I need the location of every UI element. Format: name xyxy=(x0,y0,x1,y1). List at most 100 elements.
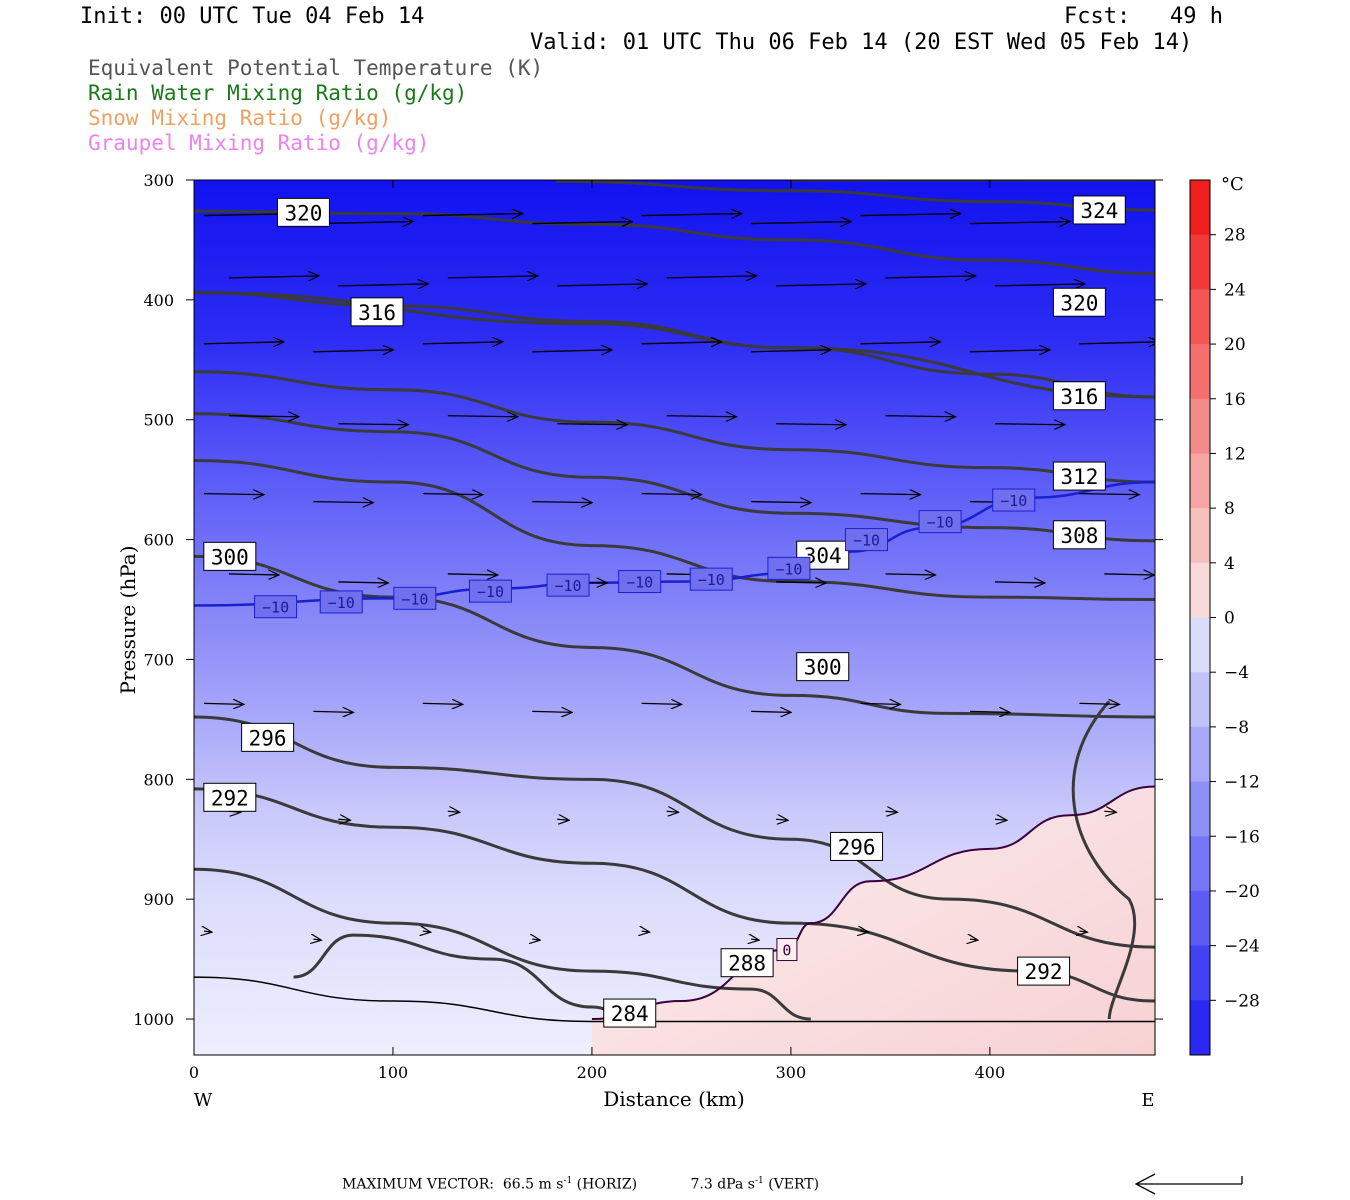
wind-vector xyxy=(1104,811,1116,812)
wind-vector xyxy=(994,284,1085,286)
wind-vector xyxy=(422,214,523,216)
isotherm-label: −10 xyxy=(401,590,428,608)
isotherm-label: −10 xyxy=(927,514,954,532)
theta-e-label: 300 xyxy=(804,656,842,680)
wind-vector xyxy=(751,711,791,712)
colorbar: 28 24 20 16 12 8 4 0 −4 −8 −12 −16 −20 −24 −28 xyxy=(1189,179,1260,1056)
theta-e-contour xyxy=(194,867,811,1021)
theta-e-contour xyxy=(194,715,1155,949)
isotherm-label-box xyxy=(992,488,1036,512)
wind-vector xyxy=(228,416,299,417)
theta-e-label-box xyxy=(603,998,657,1028)
isotherm-label: −10 xyxy=(555,577,582,595)
vert-exp: -1 xyxy=(754,1176,764,1186)
wind-vector xyxy=(969,711,1010,712)
theta-e-contour xyxy=(194,209,1155,275)
theta-e-label-box xyxy=(796,540,850,570)
isotherm-label: −10 xyxy=(626,574,653,592)
wind-vector xyxy=(776,424,846,425)
colorbar-swatch xyxy=(1190,180,1210,236)
colorbar-tick-label: −20 xyxy=(1224,882,1260,902)
wind-vector xyxy=(228,276,319,278)
colorbar-tick-label: −12 xyxy=(1224,773,1260,793)
wind-vector xyxy=(313,350,393,352)
wind-vector xyxy=(557,284,647,286)
x-tick-label: 0 xyxy=(189,1063,199,1082)
colorbar-tick-label: 4 xyxy=(1224,554,1235,574)
max-vector-label: MAXIMUM VECTOR: xyxy=(342,1176,494,1193)
wind-vector xyxy=(338,284,428,286)
theta-e-contour xyxy=(194,412,1155,543)
wind-vector xyxy=(666,416,737,417)
wind-vector xyxy=(203,342,284,344)
isotherm-label-box xyxy=(254,595,298,619)
wind-vector xyxy=(447,276,538,278)
colorbar-swatch xyxy=(1190,234,1210,290)
isotherm-zero-label-box xyxy=(776,938,798,962)
wind-vector xyxy=(994,582,1045,583)
wind-vector xyxy=(776,819,788,820)
colorbar-tick-label: 12 xyxy=(1224,444,1246,464)
theta-e-label: 284 xyxy=(611,1002,649,1026)
colorbar-swatch xyxy=(1190,508,1210,564)
colorbar-tick-label: 20 xyxy=(1224,335,1246,355)
theta-e-contour xyxy=(1071,700,1137,1020)
wind-vector xyxy=(994,819,1007,820)
wind-vector xyxy=(885,416,956,417)
wind-vector xyxy=(1104,574,1154,575)
wind-vector xyxy=(642,931,650,932)
wind-vector xyxy=(532,502,592,503)
wind-vector xyxy=(751,350,831,352)
colorbar-swatch xyxy=(1190,945,1210,1001)
wind-vector xyxy=(203,703,244,704)
colorbar-tick-label: −16 xyxy=(1224,827,1260,847)
theta-e-label-box xyxy=(203,541,257,571)
wind-vector xyxy=(860,214,961,216)
wind-vector xyxy=(994,424,1065,425)
forecast-hour: Fcst: 49 h xyxy=(1064,4,1223,29)
colorbar-swatch xyxy=(1190,289,1210,345)
colorbar-swatch xyxy=(1190,726,1210,783)
theta-e-label-box xyxy=(241,722,295,752)
wind-vector xyxy=(641,214,742,216)
horiz-tag: (HORIZ) xyxy=(576,1176,638,1193)
isotherm-label: −10 xyxy=(775,560,802,578)
wind-vector xyxy=(422,494,483,495)
theta-e-label: 292 xyxy=(1025,960,1063,984)
theta-e-label: 316 xyxy=(358,301,396,325)
theta-e-label: 296 xyxy=(249,726,287,750)
theta-e-label: 312 xyxy=(1060,465,1098,489)
colorbar-swatch xyxy=(1190,453,1210,509)
colorbar-tick-label: −4 xyxy=(1224,663,1249,683)
colorbar-swatch xyxy=(1190,781,1210,837)
wind-vector xyxy=(860,703,901,704)
isotherm-label: −10 xyxy=(698,571,725,589)
y-tick-label: 300 xyxy=(143,171,174,190)
wind-vector xyxy=(666,276,757,278)
isotherm-label-box xyxy=(918,510,962,534)
horiz-exp: -1 xyxy=(563,1176,573,1186)
west-label: W xyxy=(194,1090,213,1111)
wind-vector xyxy=(776,582,826,583)
colorbar-unit: °C xyxy=(1221,174,1244,195)
wind-vector xyxy=(204,931,212,932)
colorbar-tick-label: −28 xyxy=(1224,991,1260,1011)
isotherm-label-box xyxy=(845,528,889,552)
wind-vector xyxy=(313,711,353,712)
theta-e-label-box xyxy=(1052,381,1106,411)
colorbar-tick-label: 0 xyxy=(1224,609,1235,629)
isotherm-label-box xyxy=(618,570,662,594)
wind-vector xyxy=(338,582,388,583)
vert-tag: (VERT) xyxy=(768,1176,820,1193)
theta-e-label-box xyxy=(720,948,774,978)
isotherm-label: −10 xyxy=(853,532,880,550)
wind-vector xyxy=(641,703,682,704)
theta-e-label: 300 xyxy=(211,545,249,569)
colorbar-tick-label: −8 xyxy=(1224,718,1249,738)
colorbar-swatch xyxy=(1190,562,1210,618)
theta-e-label: 324 xyxy=(1080,199,1118,223)
colorbar-tick-label: 24 xyxy=(1224,280,1246,300)
theta-e-label-box xyxy=(1052,520,1106,550)
legend-graupel: Graupel Mixing Ratio (g/kg) xyxy=(88,131,430,155)
colorbar-tick-label: 8 xyxy=(1224,499,1235,519)
